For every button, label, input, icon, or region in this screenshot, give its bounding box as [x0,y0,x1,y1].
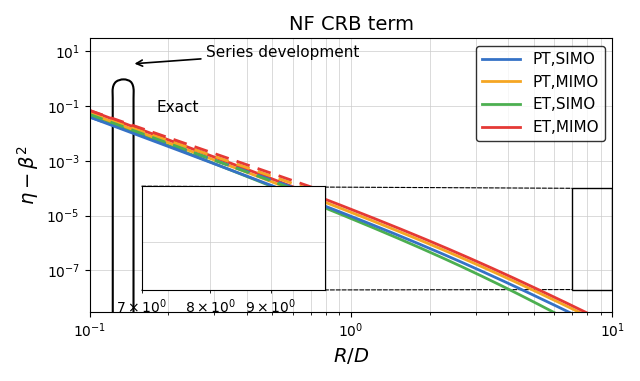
Title: NF CRB term: NF CRB term [289,15,413,34]
Text: Series development: Series development [136,45,360,66]
Legend: PT,SIMO, PT,MIMO, ET,SIMO, ET,MIMO: PT,SIMO, PT,MIMO, ET,SIMO, ET,MIMO [476,46,605,141]
Bar [572,188,612,290]
X-axis label: $R/D$: $R/D$ [333,346,369,366]
Y-axis label: $\eta - \beta^2$: $\eta - \beta^2$ [15,146,41,205]
Text: Exact: Exact [156,100,199,115]
